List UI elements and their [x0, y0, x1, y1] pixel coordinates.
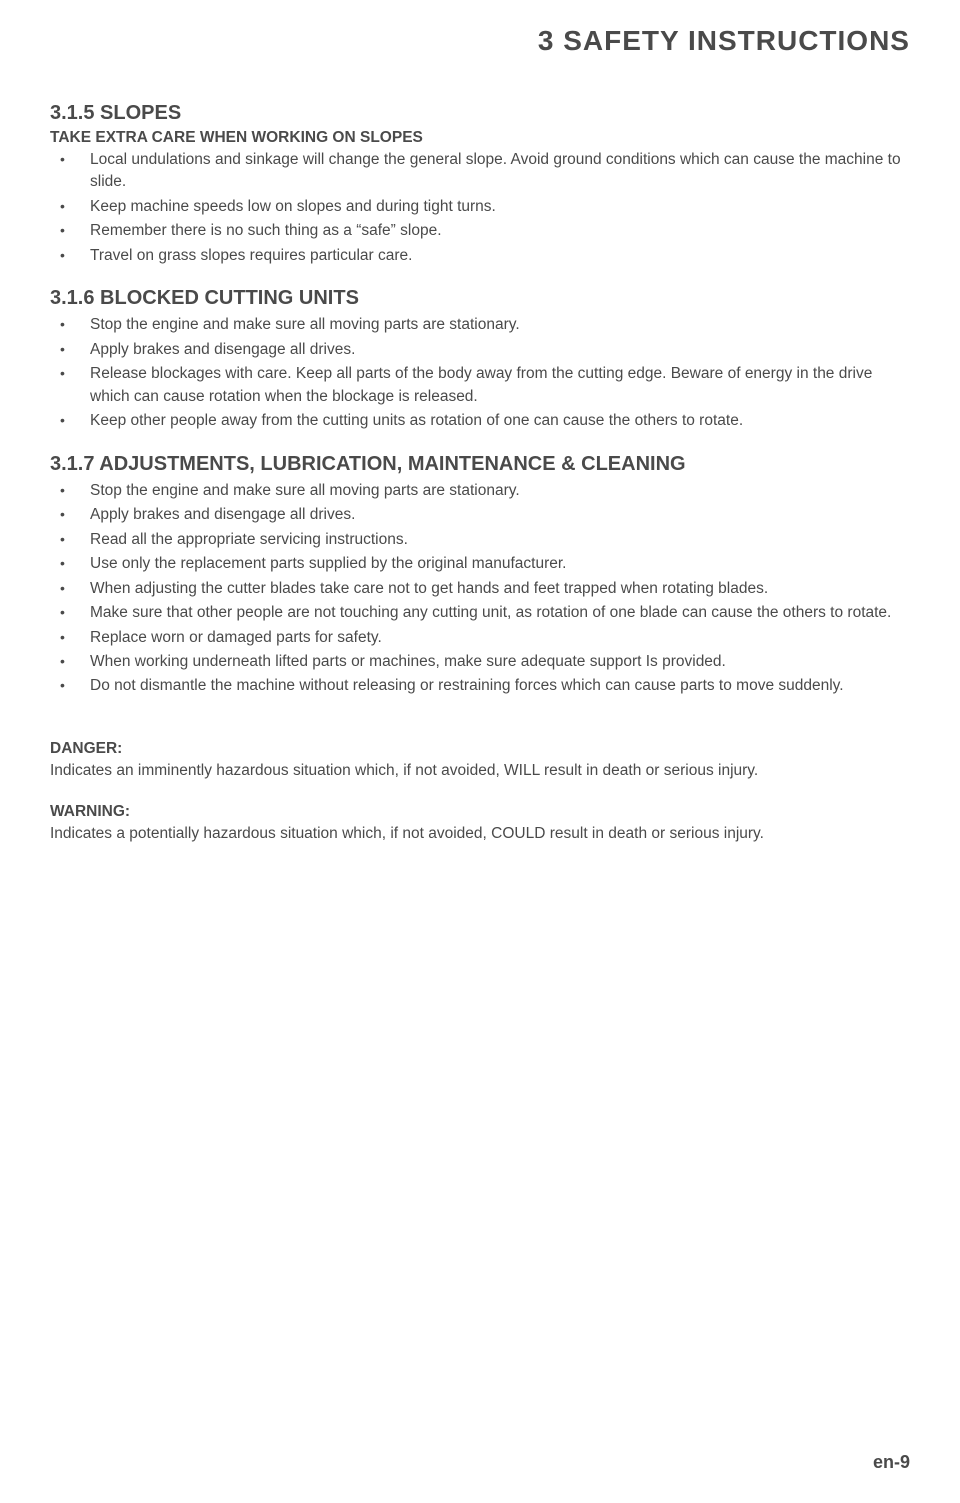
section-315-list: Local undulations and sinkage will chang…	[50, 149, 910, 267]
danger-term: DANGER:	[50, 738, 910, 760]
list-item: Apply brakes and disengage all drives.	[50, 339, 910, 361]
section-317-heading: 3.1.7 ADJUSTMENTS, LUBRICATION, MAINTENA…	[50, 453, 910, 476]
list-item: Use only the replacement parts supplied …	[50, 553, 910, 575]
warning-text: Indicates a potentially hazardous situat…	[50, 823, 910, 845]
section-315-heading: 3.1.5 SLOPES	[50, 102, 910, 125]
list-item: Do not dismantle the machine without rel…	[50, 675, 910, 697]
list-item: Keep machine speeds low on slopes and du…	[50, 196, 910, 218]
page-number: en-9	[873, 1452, 910, 1473]
list-item: Stop the engine and make sure all moving…	[50, 314, 910, 336]
list-item: Replace worn or damaged parts for safety…	[50, 627, 910, 649]
chapter-title: 3 SAFETY INSTRUCTIONS	[50, 25, 910, 57]
definitions-block: DANGER: Indicates an imminently hazardou…	[50, 738, 910, 846]
list-item: Apply brakes and disengage all drives.	[50, 504, 910, 526]
list-item: Read all the appropriate servicing instr…	[50, 529, 910, 551]
danger-text: Indicates an imminently hazardous situat…	[50, 760, 910, 782]
list-item: When adjusting the cutter blades take ca…	[50, 578, 910, 600]
section-316-heading: 3.1.6 BLOCKED CUTTING UNITS	[50, 287, 910, 310]
list-item: Travel on grass slopes requires particul…	[50, 245, 910, 267]
warning-term: WARNING:	[50, 801, 910, 823]
section-315-subheading: TAKE EXTRA CARE WHEN WORKING ON SLOPES	[50, 129, 910, 147]
section-317-list: Stop the engine and make sure all moving…	[50, 480, 910, 698]
list-item: Keep other people away from the cutting …	[50, 410, 910, 432]
page: 3 SAFETY INSTRUCTIONS 3.1.5 SLOPES TAKE …	[0, 0, 960, 1503]
list-item: Local undulations and sinkage will chang…	[50, 149, 910, 194]
list-item: Release blockages with care. Keep all pa…	[50, 363, 910, 408]
list-item: Remember there is no such thing as a “sa…	[50, 220, 910, 242]
section-316-list: Stop the engine and make sure all moving…	[50, 314, 910, 432]
list-item: Make sure that other people are not touc…	[50, 602, 910, 624]
list-item: When working underneath lifted parts or …	[50, 651, 910, 673]
list-item: Stop the engine and make sure all moving…	[50, 480, 910, 502]
